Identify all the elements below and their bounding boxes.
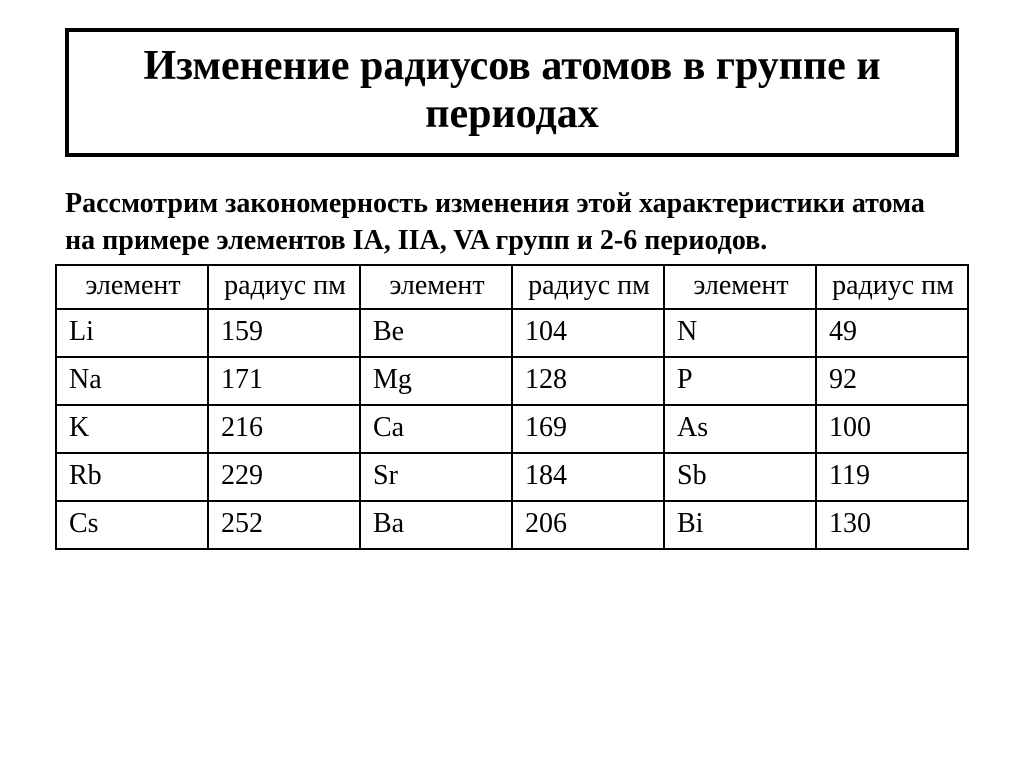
cell-element: Be — [360, 309, 512, 357]
col-element-3: элемент — [664, 265, 816, 309]
cell-element: Mg — [360, 357, 512, 405]
table-row: K 216 Ca 169 As 100 — [56, 405, 968, 453]
table-header: элемент радиус пм элемент радиус пм элем… — [56, 265, 968, 309]
cell-radius: 184 — [512, 453, 664, 501]
cell-element: Na — [56, 357, 208, 405]
cell-element: Li — [56, 309, 208, 357]
col-radius-3: радиус пм — [816, 265, 968, 309]
slide-page: Изменение радиусов атомов в группе и пер… — [0, 0, 1024, 768]
cell-radius: 216 — [208, 405, 360, 453]
cell-element: Bi — [664, 501, 816, 549]
atomic-radius-table: элемент радиус пм элемент радиус пм элем… — [55, 264, 969, 550]
cell-element: Rb — [56, 453, 208, 501]
cell-element: Sr — [360, 453, 512, 501]
cell-element: Ba — [360, 501, 512, 549]
col-element-2: элемент — [360, 265, 512, 309]
cell-element: N — [664, 309, 816, 357]
cell-element: Ca — [360, 405, 512, 453]
cell-radius: 130 — [816, 501, 968, 549]
cell-radius: 128 — [512, 357, 664, 405]
col-radius-2: радиус пм — [512, 265, 664, 309]
table-row: Li 159 Be 104 N 49 — [56, 309, 968, 357]
table-row: Cs 252 Ba 206 Bi 130 — [56, 501, 968, 549]
cell-radius: 49 — [816, 309, 968, 357]
table-body: Li 159 Be 104 N 49 Na 171 Mg 128 P 92 K … — [56, 309, 968, 549]
table-row: Rb 229 Sr 184 Sb 119 — [56, 453, 968, 501]
cell-radius: 169 — [512, 405, 664, 453]
cell-element: Sb — [664, 453, 816, 501]
table-header-row: элемент радиус пм элемент радиус пм элем… — [56, 265, 968, 309]
cell-radius: 92 — [816, 357, 968, 405]
table-row: Na 171 Mg 128 P 92 — [56, 357, 968, 405]
intro-paragraph: Рассмотрим закономерность изменения этой… — [65, 185, 959, 261]
cell-radius: 159 — [208, 309, 360, 357]
cell-element: Cs — [56, 501, 208, 549]
cell-element: As — [664, 405, 816, 453]
page-title: Изменение радиусов атомов в группе и пер… — [89, 42, 935, 139]
col-element-1: элемент — [56, 265, 208, 309]
cell-element: P — [664, 357, 816, 405]
col-radius-1: радиус пм — [208, 265, 360, 309]
cell-radius: 252 — [208, 501, 360, 549]
cell-radius: 206 — [512, 501, 664, 549]
cell-radius: 171 — [208, 357, 360, 405]
cell-radius: 104 — [512, 309, 664, 357]
cell-radius: 119 — [816, 453, 968, 501]
cell-radius: 229 — [208, 453, 360, 501]
cell-element: K — [56, 405, 208, 453]
title-box: Изменение радиусов атомов в группе и пер… — [65, 28, 959, 157]
cell-radius: 100 — [816, 405, 968, 453]
